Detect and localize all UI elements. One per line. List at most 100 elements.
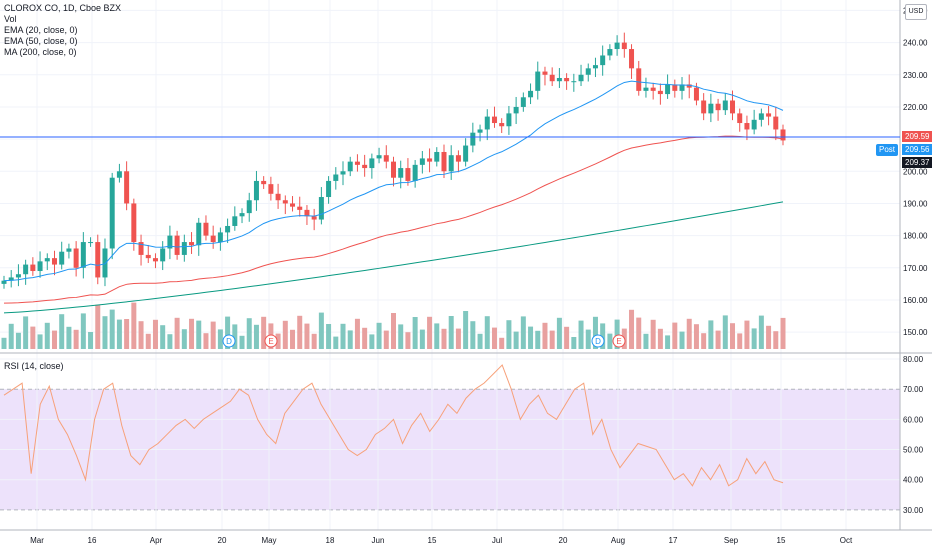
candle-body [369,158,375,169]
ma200-line [3,201,784,314]
candle-body [51,258,57,265]
rsi-tick-label: 80.00 [903,355,924,364]
candle-body [448,155,454,172]
candle-body [261,180,267,185]
candle-body [1,280,7,284]
volume-bar [196,320,202,349]
x-tick-label: Jun [372,536,385,545]
volume-bar [73,329,79,349]
volume-bar [124,319,130,349]
volume-bar [1,337,7,349]
candle-body [318,197,324,220]
candle-body [441,151,447,172]
candle-body [556,77,562,82]
x-tick-label: 15 [777,536,786,545]
volume-bar [210,321,216,349]
candle-body [160,248,166,262]
volume-bar [232,324,238,349]
volume-bar [102,316,108,349]
candle-body [780,129,786,141]
rsi-line [3,364,784,487]
price-tick-label: 180.00 [903,232,928,241]
event-marker-label: E [616,337,621,346]
candle-body [614,42,620,50]
volume-bar [636,317,642,349]
volume-bar [174,317,180,349]
candle-body [109,177,115,249]
volume-bar [189,318,195,349]
volume-bar [239,335,245,349]
volume-bar [225,316,231,349]
volume-bar [455,328,461,349]
candle-body [542,71,548,75]
volume-bar [542,322,548,349]
volume-bar [535,330,541,349]
candle-body [643,87,649,91]
volume-bar [290,329,296,349]
volume-bar [80,313,86,349]
candle-body [564,77,570,82]
volume-bar [650,319,656,349]
volume-bar [773,331,779,349]
candle-body [232,216,238,226]
candle-body [766,113,772,117]
candle-body [239,213,245,217]
rsi-series-line [3,364,784,487]
volume-bar [59,314,65,349]
candle-body [484,116,490,130]
volume-bar [369,334,375,349]
volume-bar [701,333,707,349]
candle-body [124,171,130,204]
candle-body [383,155,389,162]
volume-bar [95,304,101,349]
candle-body [145,254,151,259]
x-axis-labels: Mar 16 Apr 20 May 18 Jun 15 Jul 20 Aug 17 Sep 15 Oct [30,536,853,545]
indicator-lines [3,80,784,314]
volume-bar [383,330,389,349]
candle-body [196,222,202,246]
candle-body [730,100,736,114]
legend-symbol: CLOROX CO, 1D, Cboe BZX [4,3,122,13]
volume-bar [693,324,699,349]
candle-body [15,274,21,278]
volume-bar [23,316,29,349]
volume-bar [8,323,14,349]
volume-bar [477,333,483,349]
rsi-tick-label: 50.00 [903,446,924,455]
rsi-tick-label: 40.00 [903,476,924,485]
volume-bar [30,326,36,349]
volume-bar [362,327,368,349]
candle-body [30,264,36,272]
volume-bar [657,328,663,349]
candle-body [737,113,743,124]
candlesticks [1,32,786,289]
candle-body [297,206,303,210]
currency-badge[interactable]: USD [905,4,927,20]
candle-body [592,65,598,69]
other-price-tag: 209.37 [902,157,932,168]
x-tick-label: 16 [88,536,97,545]
volume-bar [737,333,743,349]
candle-body [722,100,728,111]
volume-bar [66,326,72,349]
post-price-tag: 209.56 [902,144,932,155]
volume-bar [528,326,534,349]
price-tick-label: 150.00 [903,328,928,337]
dividend-marker [591,334,605,348]
volume-bar [412,317,418,349]
volume-bar [513,331,519,349]
price-tick-label: 190.00 [903,199,928,208]
volume-bar [730,323,736,349]
volume-bar [434,323,440,349]
volume-bar [549,330,555,349]
candle-body [268,184,274,194]
volume-bar [499,337,505,349]
candle-body [549,74,555,82]
candle-body [708,103,714,114]
price-tick-label: 160.00 [903,296,928,305]
candle-body [174,235,180,255]
volume-bar [275,333,281,349]
candle-body [535,71,541,91]
volume-bar [766,325,772,349]
